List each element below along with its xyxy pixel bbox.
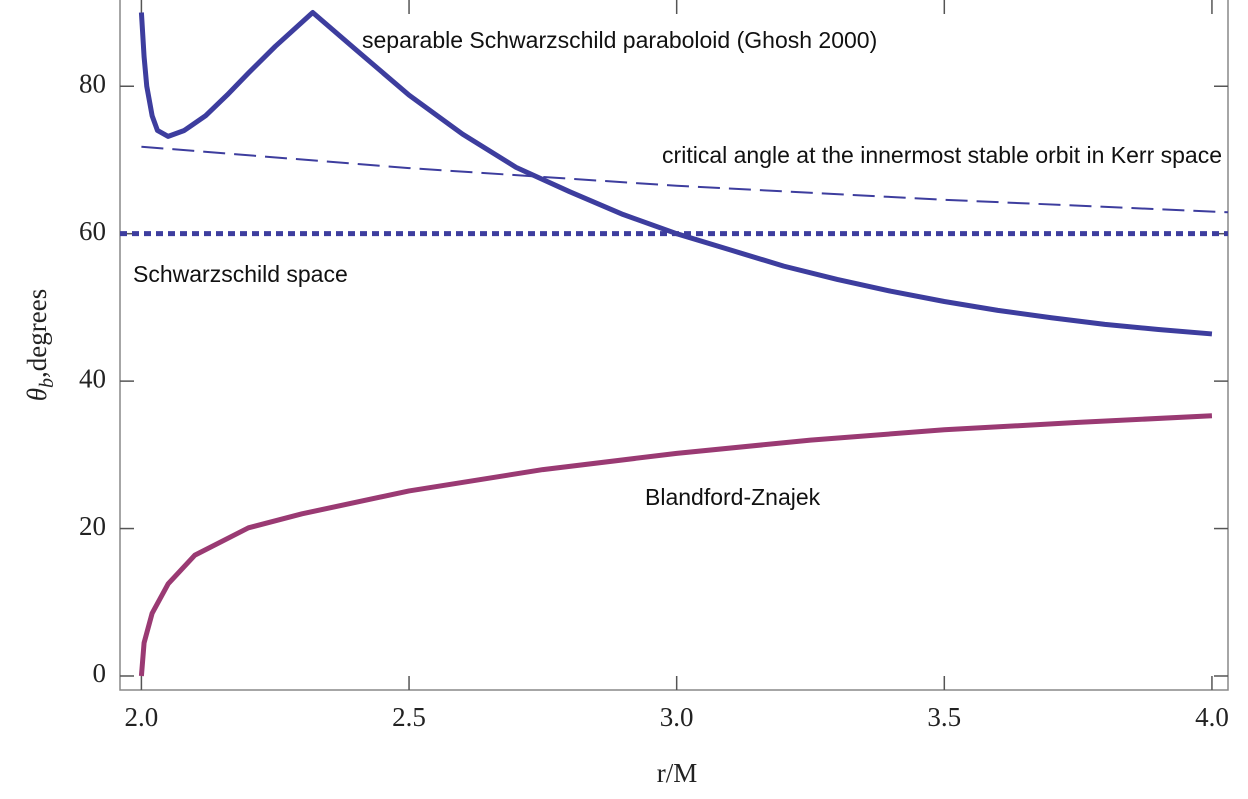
plot-frame [119,0,1229,691]
y-tick-label: 60 [79,216,106,246]
x-tick-label: 3.0 [660,702,694,732]
line-series [138,413,1213,677]
x-axis-label: r/M [657,758,698,788]
annotation: separable Schwarzschild paraboloid (Ghos… [362,27,877,53]
y-label-text: ,degrees [22,289,52,378]
x-tick-label: 2.5 [392,702,426,732]
annotation: Blandford-Znajek [645,484,821,510]
y-tick-label: 40 [79,363,106,393]
y-label-subscript: b [36,378,58,388]
x-tick-label: 3.5 [927,702,961,732]
y-label-symbol: θ [22,388,52,401]
line-series [141,145,1229,214]
annotation: Schwarzschild space [133,261,348,287]
y-tick-label: 20 [79,511,106,541]
x-tick-label: 2.0 [125,702,159,732]
annotation: critical angle at the innermost stable o… [662,142,1222,168]
y-axis-label: θb,degrees [22,289,57,401]
x-tick-label: 4.0 [1195,702,1229,732]
y-tick-label: 0 [93,658,107,688]
y-tick-label: 80 [79,68,106,98]
line-series [138,10,1213,337]
